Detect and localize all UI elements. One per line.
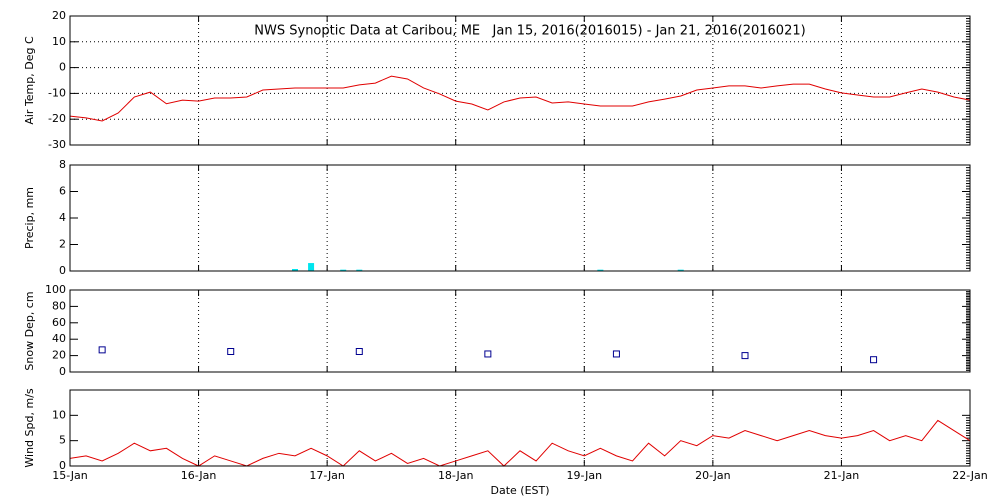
data-line bbox=[69, 75, 971, 122]
y-tick-label: 8 bbox=[59, 158, 66, 171]
y-axis-label: Air Temp, Deg C bbox=[23, 36, 36, 125]
y-tick-label: 60 bbox=[52, 316, 66, 329]
y-tick-label: 80 bbox=[52, 299, 66, 312]
y-axis-label: Wind Spd, m/s bbox=[23, 388, 36, 468]
point bbox=[355, 348, 363, 355]
y-tick-label: 20 bbox=[52, 349, 66, 362]
y-tick-label: 10 bbox=[52, 35, 66, 48]
y-tick-label: 0 bbox=[59, 365, 66, 378]
x-tick-label: 15-Jan bbox=[52, 469, 88, 482]
panel-frame bbox=[69, 289, 971, 373]
y-tick-label: 100 bbox=[45, 283, 66, 296]
y-tick-label: -30 bbox=[48, 138, 66, 151]
x-tick-label: 22-Jan bbox=[952, 469, 988, 482]
y-axis-label: Snow Dep, cm bbox=[23, 291, 36, 370]
panel-frame bbox=[69, 389, 971, 467]
point bbox=[741, 352, 749, 360]
bar bbox=[677, 269, 684, 271]
y-axis-label: Precip, mm bbox=[23, 187, 36, 249]
data-line bbox=[69, 419, 971, 467]
chart-title: NWS Synoptic Data at Caribou, ME Jan 15,… bbox=[254, 24, 805, 39]
bar bbox=[597, 269, 604, 271]
y-tick-label: 5 bbox=[59, 434, 66, 447]
x-tick-label: 16-Jan bbox=[181, 469, 217, 482]
bar bbox=[292, 269, 298, 271]
point bbox=[484, 350, 492, 358]
y-tick-label: 6 bbox=[59, 185, 66, 198]
bar bbox=[308, 263, 315, 271]
point bbox=[98, 346, 106, 354]
y-tick-label: 0 bbox=[59, 264, 66, 277]
bar bbox=[340, 269, 347, 271]
y-tick-label: 20 bbox=[52, 9, 66, 22]
x-tick-label: 19-Jan bbox=[567, 469, 603, 482]
x-tick-label: 18-Jan bbox=[438, 469, 474, 482]
x-tick-label: 21-Jan bbox=[824, 469, 860, 482]
y-tick-label: 40 bbox=[52, 332, 66, 345]
point bbox=[870, 356, 878, 364]
y-tick-label: 4 bbox=[59, 211, 66, 224]
panel-frame bbox=[69, 164, 971, 272]
x-axis-label: Date (EST) bbox=[490, 484, 549, 497]
y-tick-label: 0 bbox=[59, 61, 66, 74]
bar bbox=[356, 269, 363, 271]
y-tick-label: 2 bbox=[59, 238, 66, 251]
x-tick-label: 17-Jan bbox=[309, 469, 345, 482]
point bbox=[612, 350, 620, 358]
panel-frame bbox=[69, 15, 971, 146]
y-tick-label: -20 bbox=[48, 112, 66, 125]
point bbox=[227, 348, 235, 355]
y-tick-label: 10 bbox=[52, 408, 66, 421]
y-tick-label: -10 bbox=[48, 86, 66, 99]
x-tick-label: 20-Jan bbox=[695, 469, 731, 482]
y-tick-label: 0 bbox=[59, 459, 66, 472]
